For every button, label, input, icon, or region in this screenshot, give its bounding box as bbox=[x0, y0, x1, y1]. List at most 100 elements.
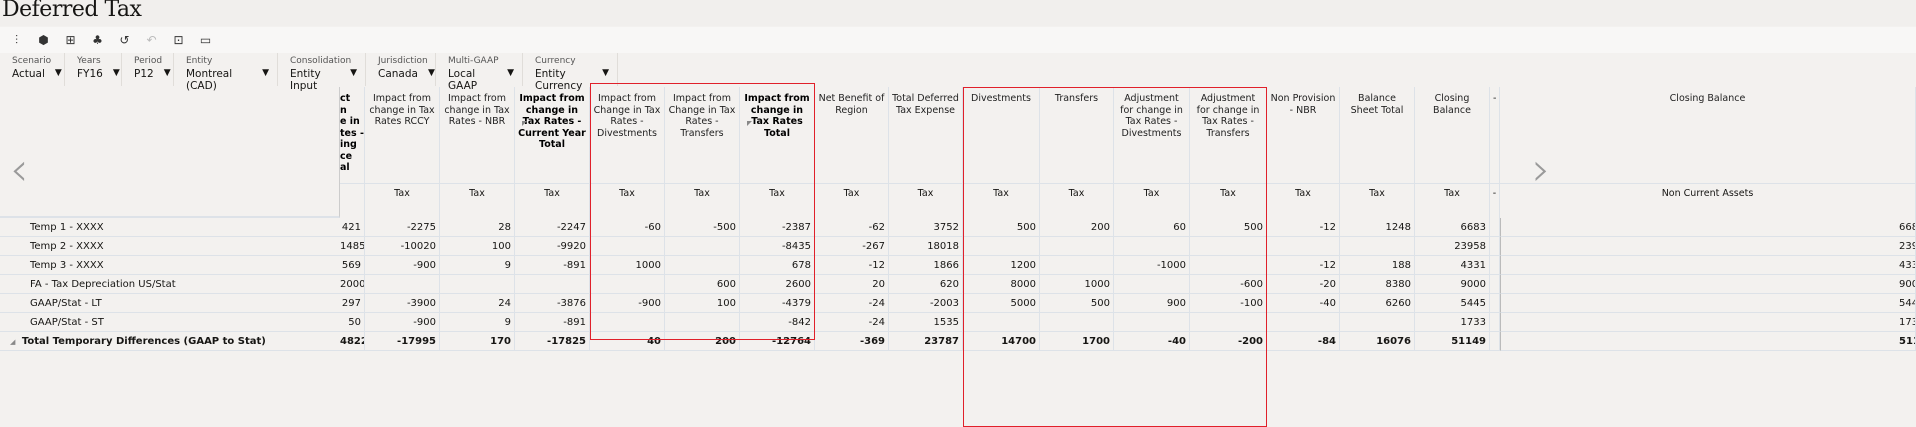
table-cell[interactable] bbox=[665, 237, 740, 256]
table-cell[interactable]: 23787 bbox=[889, 332, 963, 351]
column-header[interactable]: Closing Balance bbox=[1415, 87, 1490, 183]
pov-scenario[interactable]: Scenario Actual ▼ bbox=[0, 53, 65, 86]
table-cell[interactable]: 3752 bbox=[889, 218, 963, 237]
table-cell[interactable]: 4822 bbox=[340, 332, 365, 351]
table-cell[interactable] bbox=[1267, 313, 1340, 332]
table-cell[interactable]: 1866 bbox=[889, 256, 963, 275]
collapse-icon[interactable] bbox=[747, 121, 752, 126]
table-cell[interactable]: -4379 bbox=[740, 294, 815, 313]
table-cell[interactable]: 297 bbox=[340, 294, 365, 313]
table-cell[interactable]: -10020 bbox=[365, 237, 440, 256]
chevron-down-icon[interactable]: ▼ bbox=[350, 68, 357, 78]
table-cell[interactable]: -9920 bbox=[515, 237, 590, 256]
row-header[interactable]: Temp 2 - XXXX bbox=[0, 237, 340, 256]
table-cell[interactable]: 8380 bbox=[1340, 275, 1415, 294]
table-cell[interactable]: -500 bbox=[665, 218, 740, 237]
table-cell[interactable]: 2000 bbox=[340, 275, 365, 294]
table-cell[interactable]: 28 bbox=[440, 218, 515, 237]
table-cell[interactable] bbox=[590, 275, 665, 294]
table-cell[interactable]: -62 bbox=[815, 218, 889, 237]
column-header[interactable]: Closing Balance bbox=[1500, 87, 1916, 183]
table-cell[interactable] bbox=[1490, 218, 1500, 237]
table-cell[interactable]: 200 bbox=[1040, 218, 1114, 237]
table-cell[interactable]: -24 bbox=[815, 313, 889, 332]
pov-entity[interactable]: Entity Montreal (CAD) ▼ bbox=[174, 53, 278, 92]
table-cell[interactable]: 16076 bbox=[1340, 332, 1415, 351]
table-cell[interactable]: 500 bbox=[1040, 294, 1114, 313]
expand-collapse-icon[interactable]: ◢ bbox=[10, 338, 18, 346]
pov-years[interactable]: Years FY16 ▼ bbox=[65, 53, 122, 86]
column-header[interactable]: Balance Sheet Total bbox=[1340, 87, 1415, 183]
table-cell[interactable]: -900 bbox=[365, 256, 440, 275]
table-cell[interactable] bbox=[1190, 313, 1267, 332]
table-cell[interactable]: -200 bbox=[1190, 332, 1267, 351]
table-cell[interactable]: 18018 bbox=[889, 237, 963, 256]
table-cell[interactable]: 6683 bbox=[1415, 218, 1490, 237]
table-cell[interactable]: 1485 bbox=[340, 237, 365, 256]
table-cell[interactable]: 14700 bbox=[963, 332, 1040, 351]
table-cell[interactable]: 23958 bbox=[1500, 237, 1916, 256]
table-cell[interactable] bbox=[1490, 237, 1500, 256]
table-cell[interactable]: 1000 bbox=[590, 256, 665, 275]
table-cell[interactable]: 2600 bbox=[740, 275, 815, 294]
table-cell[interactable] bbox=[1040, 256, 1114, 275]
table-cell[interactable] bbox=[1114, 313, 1190, 332]
table-cell[interactable] bbox=[1490, 256, 1500, 275]
table-cell[interactable]: -24 bbox=[815, 294, 889, 313]
pov-jurisdiction[interactable]: Jurisdiction Canada ▼ bbox=[366, 53, 436, 86]
grid-icon[interactable]: ⊡ bbox=[173, 33, 184, 47]
row-header[interactable]: GAAP/Stat - ST bbox=[0, 313, 340, 332]
pov-consolidation[interactable]: Consolidation Entity Input ▼ bbox=[278, 53, 366, 92]
table-cell[interactable]: -60 bbox=[590, 218, 665, 237]
table-cell[interactable]: 9000 bbox=[1500, 275, 1916, 294]
column-header[interactable]: - bbox=[1490, 87, 1500, 183]
table-cell[interactable]: -12 bbox=[815, 256, 889, 275]
table-cell[interactable] bbox=[1490, 313, 1500, 332]
table-cell[interactable]: 24 bbox=[440, 294, 515, 313]
column-header[interactable]: Adjustment for change in Tax Rates - Tra… bbox=[1190, 87, 1267, 183]
column-header[interactable]: Divestments bbox=[963, 87, 1040, 183]
table-cell[interactable]: 9 bbox=[440, 256, 515, 275]
export-icon[interactable]: ▭ bbox=[199, 33, 212, 47]
table-cell[interactable]: -2275 bbox=[365, 218, 440, 237]
table-cell[interactable]: 4331 bbox=[1415, 256, 1490, 275]
table-cell[interactable]: -891 bbox=[515, 256, 590, 275]
table-cell[interactable]: 620 bbox=[889, 275, 963, 294]
hierarchy-icon[interactable]: ♣ bbox=[92, 33, 103, 47]
table-cell[interactable]: 600 bbox=[665, 275, 740, 294]
table-cell[interactable]: 421 bbox=[340, 218, 365, 237]
table-cell[interactable] bbox=[590, 313, 665, 332]
table-cell[interactable]: 1000 bbox=[1040, 275, 1114, 294]
chevron-down-icon[interactable]: ▼ bbox=[507, 68, 514, 78]
table-cell[interactable]: -2387 bbox=[740, 218, 815, 237]
table-cell[interactable]: -12 bbox=[1267, 218, 1340, 237]
table-cell[interactable] bbox=[1114, 237, 1190, 256]
table-cell[interactable]: 500 bbox=[1190, 218, 1267, 237]
table-cell[interactable]: 1248 bbox=[1340, 218, 1415, 237]
table-cell[interactable]: 4331 bbox=[1500, 256, 1916, 275]
table-cell[interactable] bbox=[365, 275, 440, 294]
table-cell[interactable]: 50 bbox=[340, 313, 365, 332]
table-cell[interactable]: -891 bbox=[515, 313, 590, 332]
column-header[interactable]: Impact from change in Tax Rates Total bbox=[740, 87, 815, 183]
table-cell[interactable] bbox=[1490, 294, 1500, 313]
table-cell[interactable]: -842 bbox=[740, 313, 815, 332]
chevron-down-icon[interactable]: ▼ bbox=[427, 68, 435, 78]
table-cell[interactable] bbox=[963, 237, 1040, 256]
table-cell[interactable]: 5000 bbox=[963, 294, 1040, 313]
table-cell[interactable] bbox=[1190, 237, 1267, 256]
table-cell[interactable]: 100 bbox=[440, 237, 515, 256]
table-cell[interactable]: -17825 bbox=[515, 332, 590, 351]
table-cell[interactable]: 188 bbox=[1340, 256, 1415, 275]
column-header[interactable]: Impact from change in Tax Rates - NBR bbox=[440, 87, 515, 183]
table-cell[interactable]: -1000 bbox=[1114, 256, 1190, 275]
table-cell[interactable]: -40 bbox=[1114, 332, 1190, 351]
column-header[interactable]: Impact from change in Tax Rates - Curren… bbox=[515, 87, 590, 183]
table-cell[interactable] bbox=[515, 275, 590, 294]
table-cell[interactable]: -600 bbox=[1190, 275, 1267, 294]
table-cell[interactable]: 40 bbox=[590, 332, 665, 351]
table-cell[interactable]: -84 bbox=[1267, 332, 1340, 351]
table-cell[interactable]: 5445 bbox=[1500, 294, 1916, 313]
chevron-down-icon[interactable]: ▼ bbox=[602, 68, 609, 78]
table-cell[interactable]: 1535 bbox=[889, 313, 963, 332]
